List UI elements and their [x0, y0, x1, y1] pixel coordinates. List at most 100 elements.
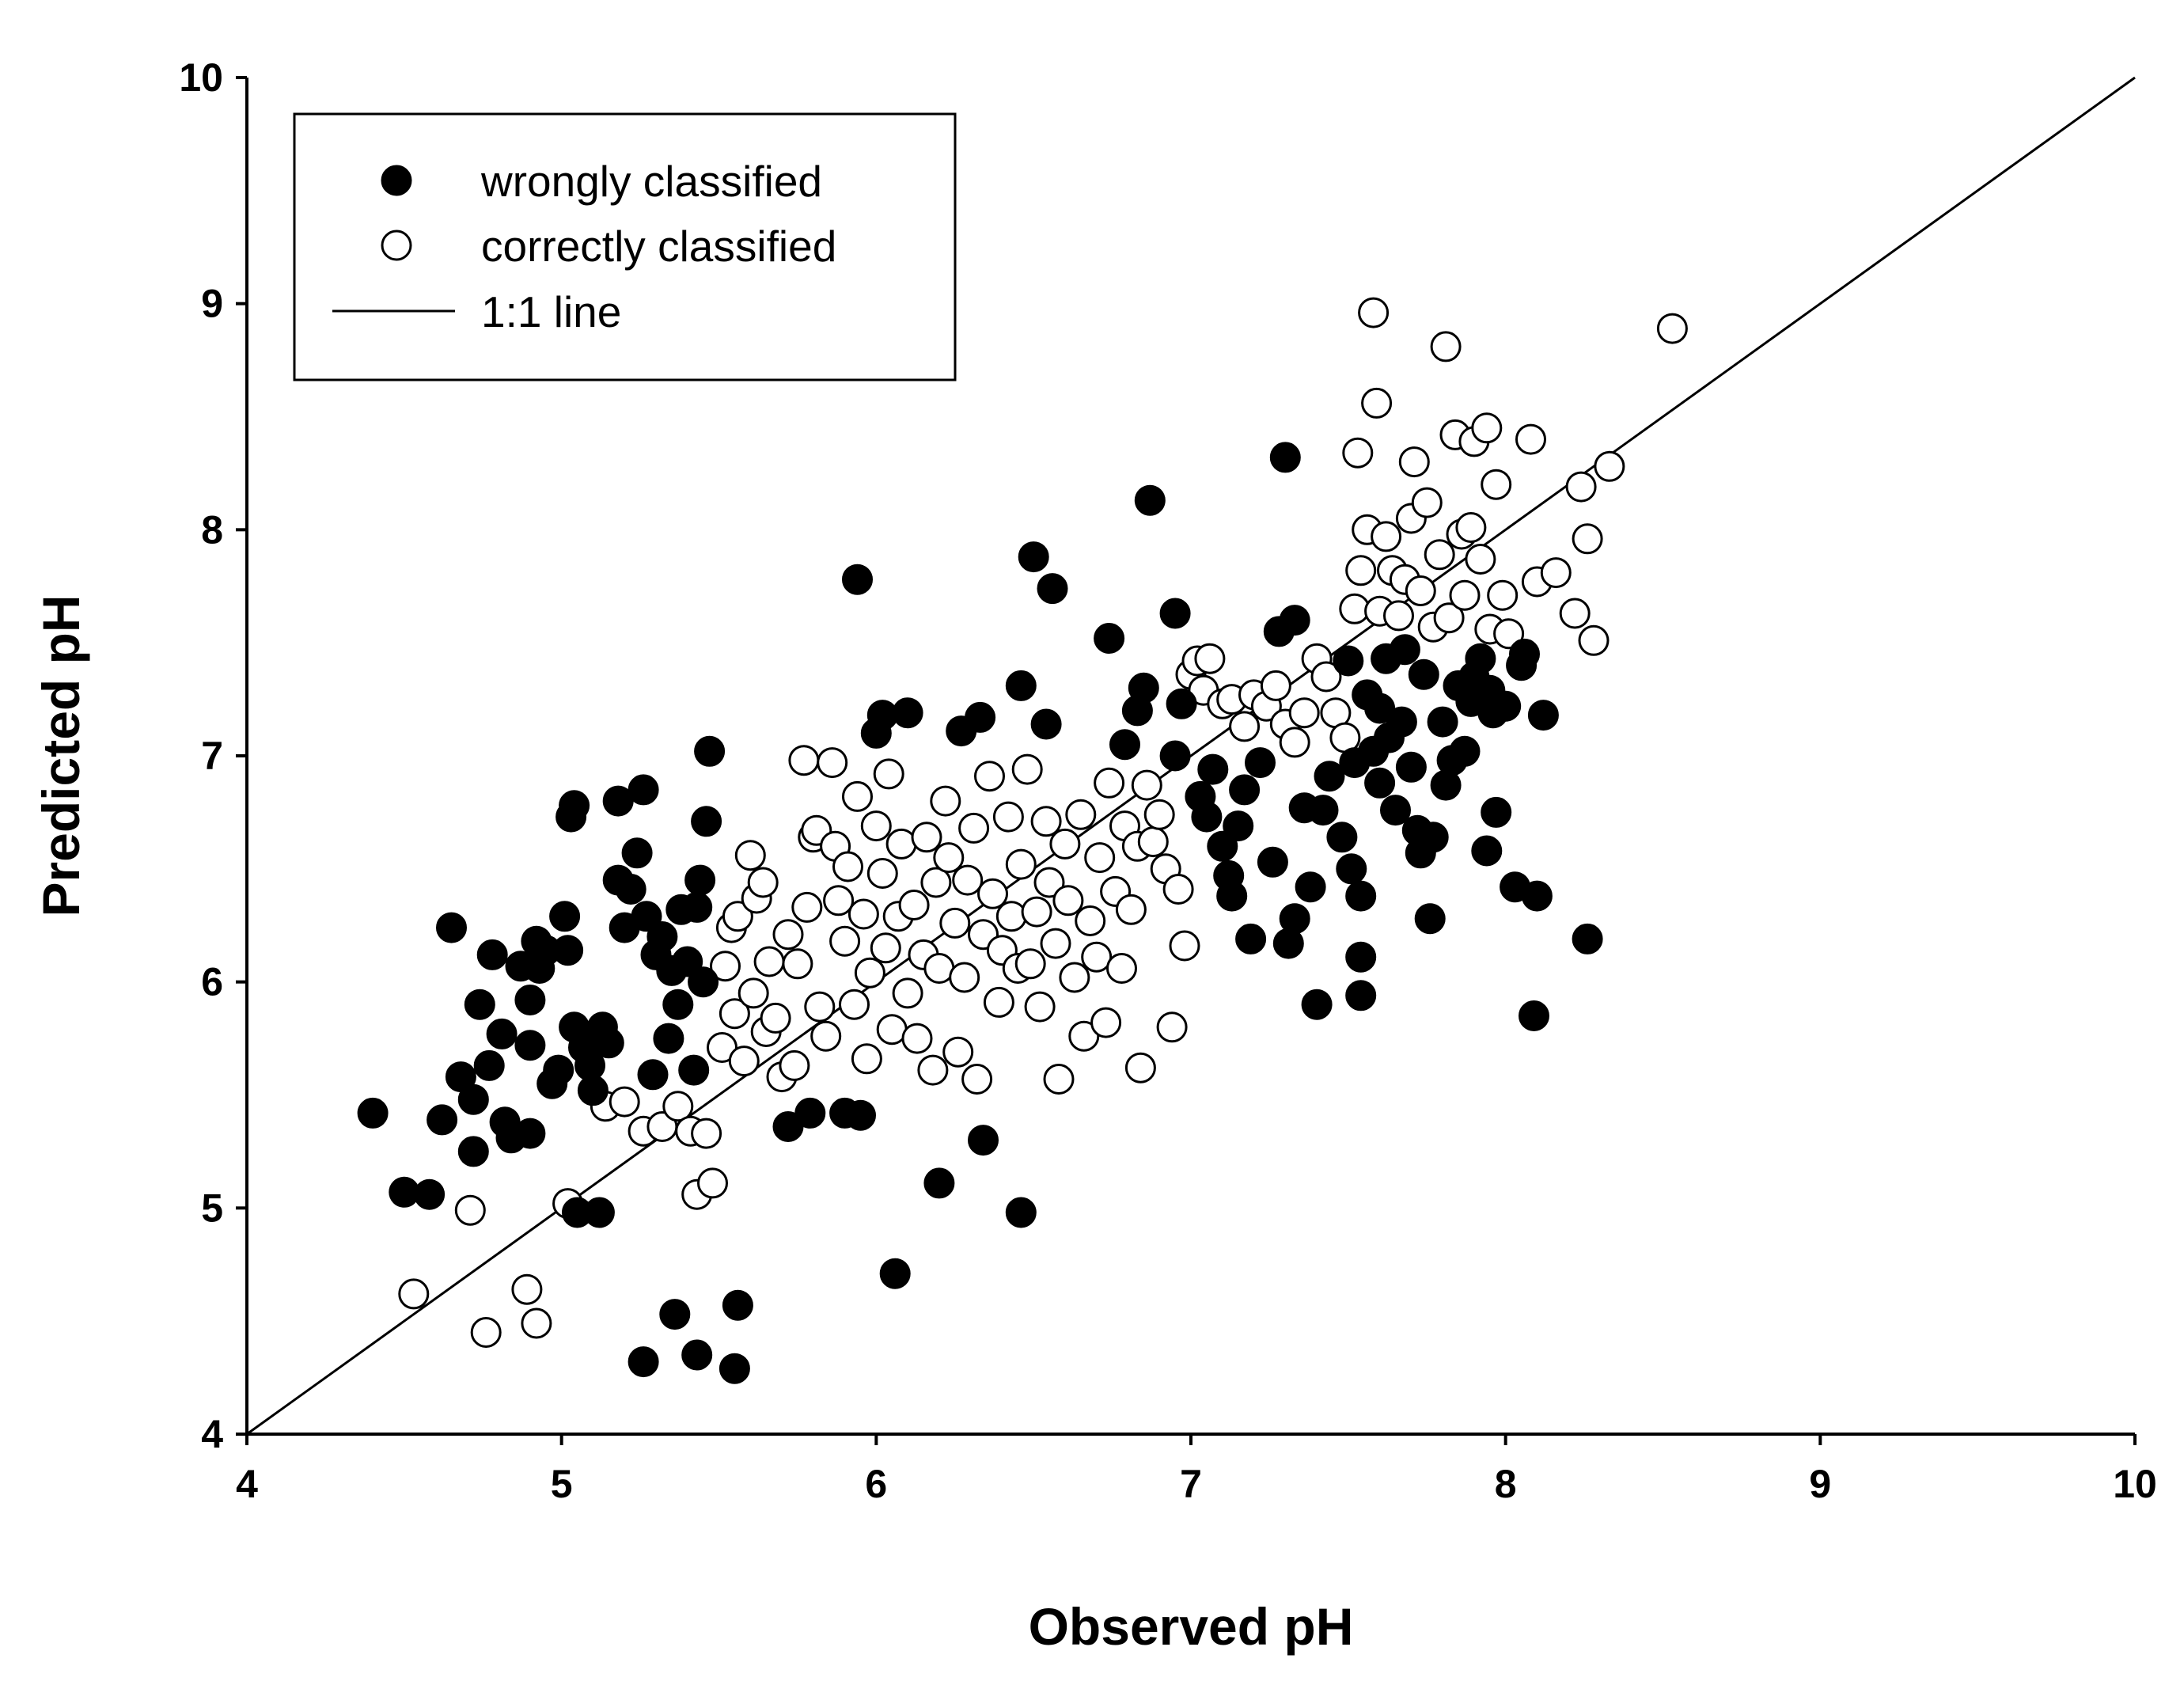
correct-point	[1131, 769, 1162, 801]
correct-point	[1449, 579, 1481, 611]
correct-point	[1094, 767, 1125, 799]
correct-point	[1656, 313, 1688, 344]
correct-point	[1342, 437, 1374, 469]
wrong-point	[1345, 880, 1377, 912]
correct-point	[933, 842, 965, 874]
correct-point	[898, 890, 930, 920]
wrong-point	[1216, 880, 1248, 912]
y-tick-label: 9	[201, 282, 223, 326]
wrong-point	[688, 966, 719, 998]
y-tick-label: 5	[201, 1186, 223, 1230]
wrong-point	[1005, 670, 1037, 701]
wrong-point	[464, 989, 495, 1020]
correct-point	[983, 986, 1014, 1018]
correct-point	[788, 745, 820, 776]
correct-point	[1345, 555, 1377, 586]
wrong-point	[659, 1299, 691, 1330]
correct-point	[1169, 930, 1200, 962]
correct-point	[734, 840, 766, 871]
correct-point	[609, 1086, 640, 1118]
x-tick-label: 10	[2113, 1462, 2157, 1506]
wrong-point	[1109, 729, 1140, 761]
x-tick-label: 5	[551, 1462, 573, 1506]
y-tick-label: 4	[201, 1412, 223, 1456]
wrong-point	[457, 1136, 489, 1167]
wrong-point	[965, 701, 996, 733]
correct-point	[1310, 661, 1342, 693]
y-tick-label: 8	[201, 507, 223, 552]
correct-point	[1430, 331, 1462, 362]
correct-point	[1156, 1011, 1188, 1043]
correct-point	[1124, 1052, 1156, 1083]
wrong-point	[653, 1023, 684, 1054]
correct-point	[977, 878, 1008, 909]
correct-point	[662, 1091, 694, 1122]
wrong-point	[892, 697, 923, 729]
correct-point	[1084, 842, 1116, 874]
correct-point	[832, 851, 863, 882]
correct-point	[1433, 602, 1465, 634]
correct-point	[1371, 521, 1402, 552]
wrong-point	[1572, 923, 1603, 954]
correct-point	[1279, 727, 1310, 758]
legend-wrong-label: wrongly classified	[480, 157, 822, 206]
wrong-point	[628, 1346, 659, 1378]
correct-point	[454, 1194, 486, 1226]
correct-point	[1065, 799, 1097, 830]
wrong-point	[1471, 835, 1503, 867]
correct-point	[710, 951, 741, 982]
correct-point	[747, 867, 779, 898]
correct-point	[1594, 450, 1625, 482]
wrong-point	[1197, 753, 1229, 785]
correct-point	[1465, 544, 1496, 575]
correct-point	[722, 901, 753, 932]
wrong-point	[772, 1111, 804, 1142]
wrong-point	[1386, 706, 1417, 738]
correct-point	[860, 810, 892, 842]
series-wrongly-classified	[357, 442, 1603, 1384]
wrong-point	[1159, 598, 1191, 629]
wrong-point	[427, 1104, 458, 1136]
correct-point	[1024, 991, 1056, 1023]
correct-point	[753, 946, 785, 977]
wrong-point	[1345, 980, 1377, 1011]
wrong-point	[681, 891, 713, 923]
correct-point	[521, 1307, 552, 1339]
x-tick-label: 8	[1495, 1462, 1517, 1506]
wrong-point	[1336, 853, 1367, 885]
correct-point	[804, 991, 836, 1023]
correct-point	[1014, 948, 1046, 980]
x-axis-title: Observed pH	[1029, 1597, 1354, 1656]
correct-point	[1049, 828, 1081, 860]
wrong-point	[1333, 645, 1364, 677]
wrong-point	[1094, 623, 1125, 654]
wrong-point	[637, 1059, 669, 1091]
correct-point	[1030, 806, 1062, 837]
correct-point	[1040, 928, 1071, 959]
wrong-point	[1509, 638, 1540, 670]
correct-point	[1137, 826, 1169, 858]
correct-point	[939, 907, 971, 939]
wrong-point	[694, 735, 726, 767]
correct-point	[866, 858, 898, 889]
correct-point	[817, 747, 848, 779]
wrong-point	[621, 837, 653, 869]
correct-point	[917, 1054, 949, 1086]
wrong-point	[684, 864, 716, 896]
correct-point	[961, 1064, 993, 1095]
wrong-point	[1490, 690, 1522, 722]
wrong-point	[1257, 846, 1288, 878]
correct-point	[1411, 487, 1443, 518]
wrong-point	[457, 1083, 489, 1115]
wrong-point	[794, 1097, 826, 1129]
legend: wrongly classified correctly classified …	[293, 112, 957, 381]
wrong-point	[1519, 1000, 1549, 1031]
wrong-point	[577, 1075, 609, 1106]
correct-point	[1358, 297, 1390, 328]
wrong-point	[1364, 693, 1396, 724]
x-tick-label: 6	[865, 1462, 887, 1506]
wrong-point	[719, 1353, 750, 1384]
wrong-point	[1326, 822, 1358, 853]
y-axis-title: Predicted pH	[32, 594, 90, 917]
correct-point	[974, 761, 1005, 792]
